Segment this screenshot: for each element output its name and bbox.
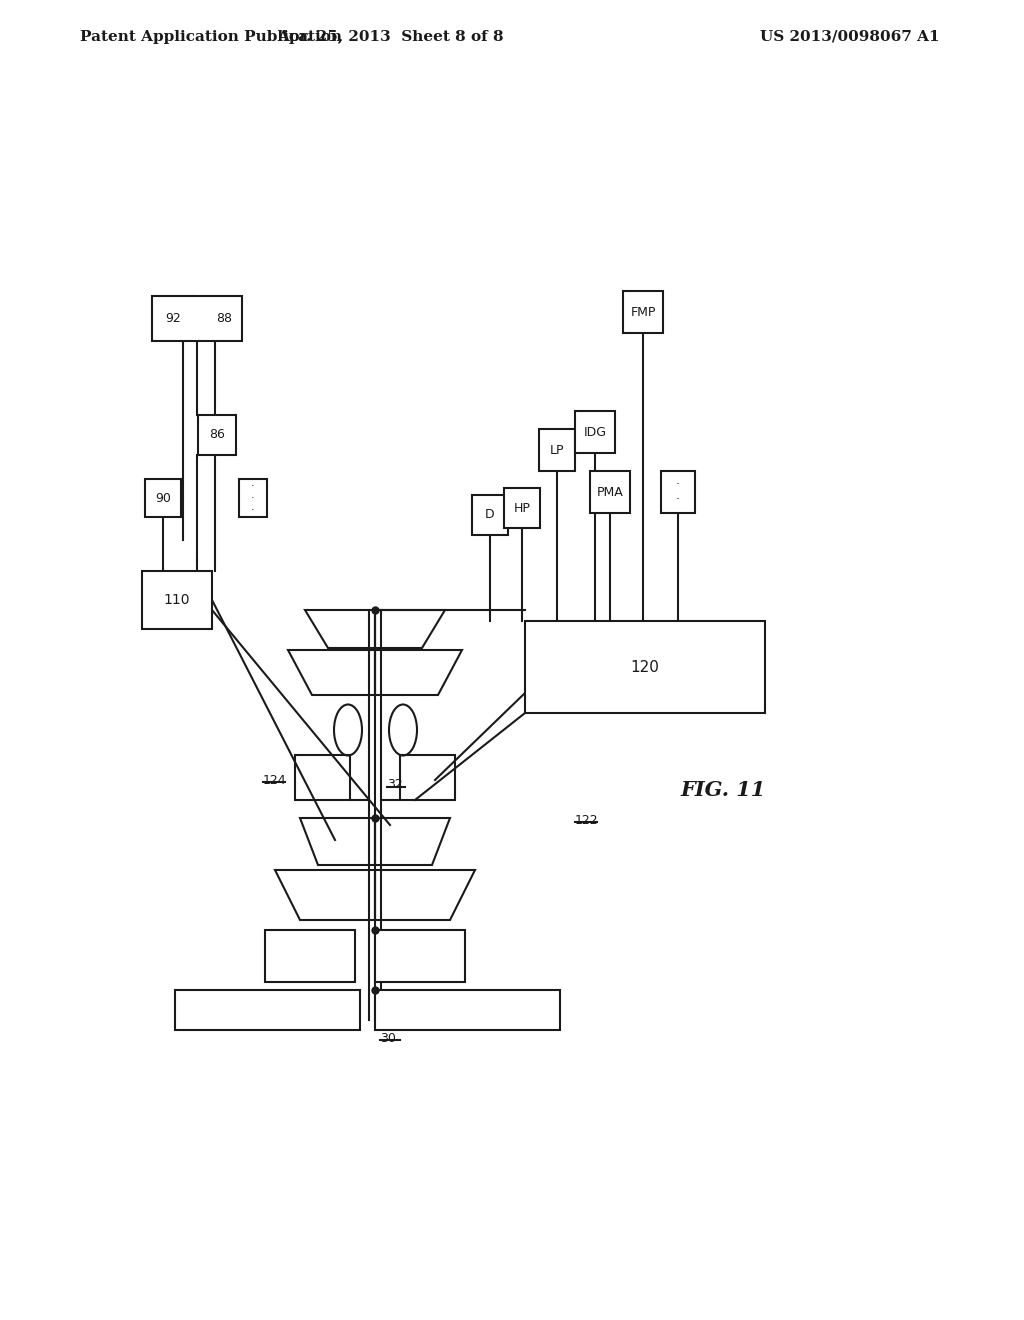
Bar [590, 471, 630, 513]
Bar [142, 572, 212, 630]
Bar [145, 479, 181, 517]
Bar [265, 931, 355, 982]
Bar [198, 414, 236, 455]
Text: 86: 86 [209, 429, 225, 441]
Text: LP: LP [550, 444, 564, 457]
Bar [175, 990, 360, 1030]
Bar [662, 471, 695, 513]
Text: ·
·
·: · · · [251, 482, 255, 515]
Bar [472, 495, 508, 535]
Bar [525, 620, 765, 713]
Text: 30: 30 [380, 1031, 396, 1044]
Text: 122: 122 [575, 813, 599, 826]
Text: 120: 120 [631, 660, 659, 675]
Bar [575, 411, 615, 453]
Text: PMA: PMA [597, 486, 624, 499]
Text: 32: 32 [387, 779, 402, 792]
Text: Apr. 25, 2013  Sheet 8 of 8: Apr. 25, 2013 Sheet 8 of 8 [276, 30, 504, 44]
Text: Patent Application Publication: Patent Application Publication [80, 30, 342, 44]
Bar [539, 429, 575, 471]
Text: 92: 92 [165, 312, 181, 325]
Bar [400, 755, 455, 800]
Text: HP: HP [514, 502, 530, 515]
Bar [375, 990, 560, 1030]
Bar [375, 931, 465, 982]
Bar [295, 755, 350, 800]
Text: 110: 110 [164, 593, 190, 607]
Bar [504, 488, 540, 528]
Text: FIG. 11: FIG. 11 [680, 780, 765, 800]
Text: 90: 90 [155, 491, 171, 504]
Text: 124: 124 [263, 774, 287, 787]
Text: D: D [485, 508, 495, 521]
Text: IDG: IDG [584, 425, 606, 438]
Bar [623, 290, 663, 333]
Text: ·
·: · · [676, 478, 680, 506]
Text: FMP: FMP [631, 305, 655, 318]
Text: 88: 88 [216, 312, 232, 325]
Text: US 2013/0098067 A1: US 2013/0098067 A1 [760, 30, 940, 44]
Bar [239, 479, 267, 517]
Bar [152, 296, 242, 341]
